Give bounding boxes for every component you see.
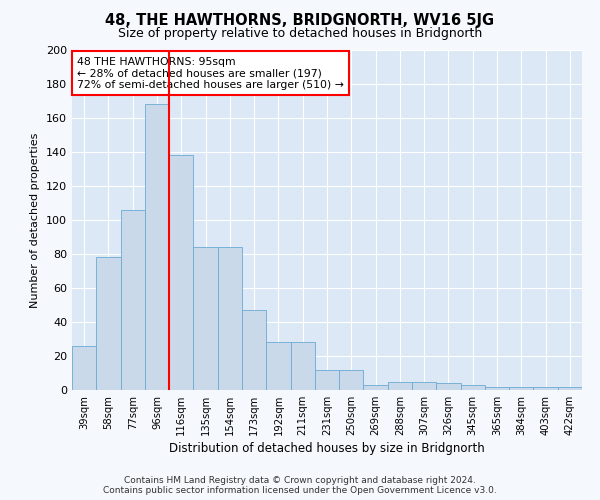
Text: Size of property relative to detached houses in Bridgnorth: Size of property relative to detached ho… (118, 28, 482, 40)
X-axis label: Distribution of detached houses by size in Bridgnorth: Distribution of detached houses by size … (169, 442, 485, 455)
Bar (388, 382, 412, 390)
Bar (412, 382, 436, 390)
Bar (266, 342, 290, 390)
Bar (509, 386, 533, 390)
Bar (218, 247, 242, 390)
Text: Contains HM Land Registry data © Crown copyright and database right 2024.
Contai: Contains HM Land Registry data © Crown c… (103, 476, 497, 495)
Bar (121, 210, 145, 390)
Text: 48 THE HAWTHORNS: 95sqm
← 28% of detached houses are smaller (197)
72% of semi-d: 48 THE HAWTHORNS: 95sqm ← 28% of detache… (77, 57, 344, 90)
Bar (145, 104, 169, 390)
Bar (242, 310, 266, 390)
Bar (558, 386, 582, 390)
Bar (533, 386, 558, 390)
Bar (169, 156, 193, 390)
Bar (72, 346, 96, 390)
Bar (339, 370, 364, 390)
Bar (315, 370, 339, 390)
Y-axis label: Number of detached properties: Number of detached properties (31, 132, 40, 308)
Bar (436, 383, 461, 390)
Bar (461, 385, 485, 390)
Bar (485, 386, 509, 390)
Bar (193, 247, 218, 390)
Bar (364, 385, 388, 390)
Bar (96, 258, 121, 390)
Bar (290, 342, 315, 390)
Text: 48, THE HAWTHORNS, BRIDGNORTH, WV16 5JG: 48, THE HAWTHORNS, BRIDGNORTH, WV16 5JG (106, 12, 494, 28)
